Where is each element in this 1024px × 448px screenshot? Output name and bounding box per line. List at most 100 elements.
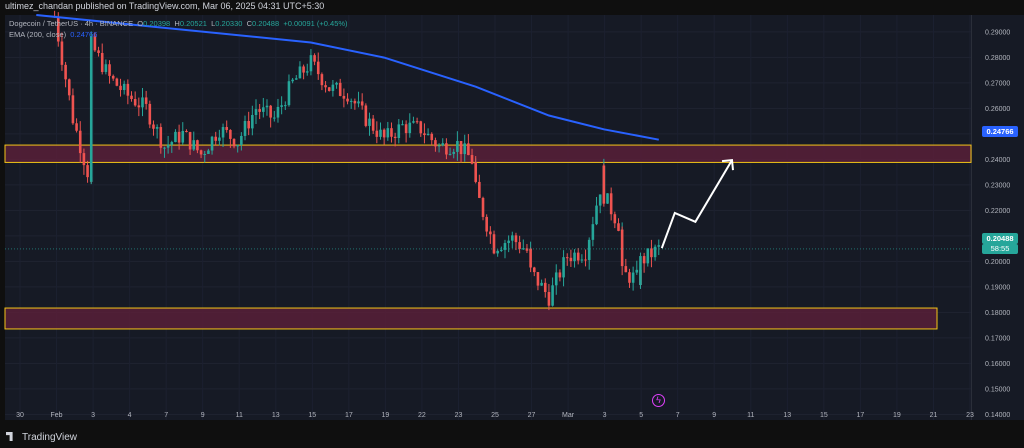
tradingview-logo[interactable]: TradingView — [6, 432, 77, 443]
candle-body — [474, 162, 477, 182]
candle-body — [452, 151, 456, 154]
candle-body — [503, 243, 507, 250]
candle-body — [119, 85, 122, 91]
candle-body — [298, 66, 302, 79]
candle-body — [316, 61, 320, 75]
candle-body — [445, 143, 448, 155]
candle-body — [441, 143, 445, 146]
candle-body — [492, 234, 496, 254]
candle-body — [199, 150, 203, 155]
candle-body — [207, 150, 210, 154]
time-tick-label: 4 — [128, 412, 132, 419]
candle-body — [342, 95, 346, 99]
candle-body — [360, 101, 364, 106]
high-value: 0.20521 — [179, 19, 207, 28]
candle-body — [357, 101, 360, 104]
candle-body — [93, 35, 97, 51]
candle-body — [174, 131, 177, 143]
low-value: 0.20330 — [215, 19, 243, 28]
candle-body — [448, 153, 452, 155]
candle-body — [478, 181, 481, 198]
candle-body — [141, 97, 144, 108]
price-tick-label: 0.28000 — [985, 55, 1010, 62]
close-label: C — [246, 19, 253, 28]
countdown-tag: 58:55 — [982, 244, 1018, 254]
ema-price-tag: 0.24766 — [982, 126, 1018, 137]
candle-body — [532, 267, 536, 273]
time-tick-label: 13 — [783, 412, 791, 419]
candle-body — [166, 144, 170, 148]
time-tick-label: 21 — [930, 412, 938, 419]
candle-body — [598, 194, 602, 206]
grid-lines — [5, 15, 971, 420]
candle-body — [423, 133, 426, 136]
candle-body — [536, 272, 540, 286]
price-tick-label: 0.24000 — [985, 157, 1010, 164]
candle-body — [653, 246, 657, 258]
candle-body — [584, 259, 587, 261]
candle-body — [155, 127, 159, 129]
candle-body — [185, 130, 188, 133]
candle-body — [144, 97, 148, 104]
candle-body — [547, 292, 551, 306]
candle-body — [302, 66, 305, 73]
time-tick-label: 5 — [639, 412, 643, 419]
footer-bar — [0, 428, 1024, 448]
candle-body — [111, 75, 115, 79]
candle-body — [430, 133, 434, 141]
candle-body — [631, 272, 635, 283]
candle-body — [364, 105, 368, 126]
time-tick-label: 17 — [345, 412, 353, 419]
candle-body — [521, 248, 525, 250]
candle-body — [489, 231, 492, 235]
candle-body — [635, 269, 639, 273]
projection-arrowhead — [721, 159, 734, 171]
candle-body — [338, 82, 342, 96]
candle-body — [89, 35, 93, 182]
candle-body — [225, 127, 229, 130]
time-tick-label: 15 — [308, 412, 316, 419]
candle-body — [393, 136, 397, 139]
candle-body — [130, 95, 133, 100]
candle-body — [196, 140, 199, 151]
candle-body — [565, 257, 569, 259]
candle-body — [558, 272, 562, 278]
price-tick-label: 0.20000 — [985, 259, 1010, 266]
price-axis[interactable] — [971, 15, 1024, 420]
candle-body — [152, 124, 155, 129]
candle-body — [64, 64, 67, 80]
candle-body — [554, 272, 558, 286]
time-tick-label: 15 — [820, 412, 828, 419]
legend-line-2[interactable]: EMA (200, close) 0.24766 — [9, 30, 97, 39]
resistance-zone — [4, 144, 972, 163]
candle-body — [650, 248, 653, 258]
candle-body — [97, 50, 100, 53]
price-tick-label: 0.22000 — [985, 208, 1010, 215]
candle-body — [294, 78, 298, 80]
time-tick-label: 13 — [272, 412, 280, 419]
time-tick-label: Mar — [562, 412, 575, 419]
candle-body — [159, 127, 163, 148]
candle-body — [514, 235, 518, 243]
legend-symbol[interactable]: Dogecoin / TetherUS · 4h · BINANCE — [9, 19, 134, 28]
time-tick-label: 23 — [455, 412, 463, 419]
candle-body — [324, 85, 327, 88]
lightning-circle-icon[interactable]: ϟ — [652, 394, 665, 407]
candle-body — [426, 133, 430, 136]
candle-body — [485, 216, 488, 232]
candle-body — [283, 105, 287, 107]
candle-body — [56, 16, 60, 42]
publisher-text: ultimez_chandan published on TradingView… — [5, 1, 325, 11]
candle-body — [624, 266, 628, 273]
candle-body — [126, 83, 130, 96]
candle-body — [214, 136, 218, 141]
candle-body — [346, 98, 349, 102]
candle-body — [602, 165, 606, 204]
open-value: 0.20398 — [143, 19, 171, 28]
candle-body — [543, 282, 547, 293]
price-tick-label: 0.26000 — [985, 106, 1010, 113]
candle-body — [262, 107, 265, 112]
candle-body — [404, 124, 408, 134]
candle-body — [587, 239, 591, 261]
time-tick-label: 7 — [164, 412, 168, 419]
